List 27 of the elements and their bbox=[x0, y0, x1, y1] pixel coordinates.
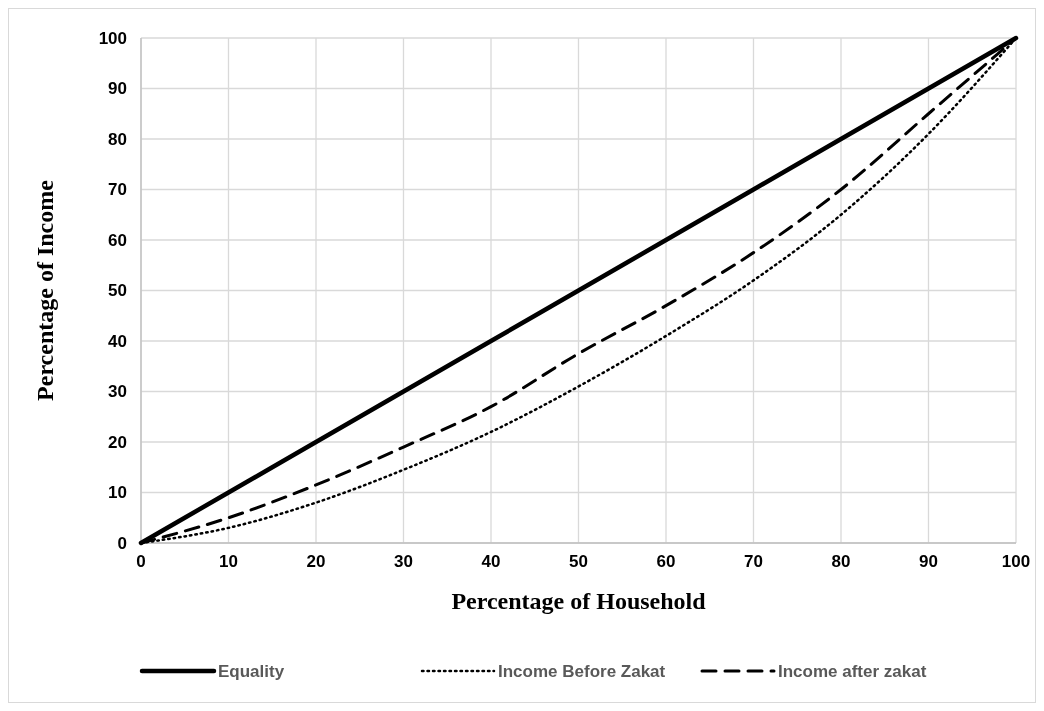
y-tick-label: 60 bbox=[108, 230, 127, 250]
legend-label: Income Before Zakat bbox=[498, 661, 666, 681]
x-tick-label: 10 bbox=[219, 552, 238, 571]
y-tick-label: 30 bbox=[108, 382, 127, 402]
x-tick-label: 60 bbox=[656, 552, 676, 571]
x-tick-label: 100 bbox=[1001, 552, 1031, 571]
x-tick-label: 30 bbox=[394, 552, 413, 571]
y-tick-label: 10 bbox=[108, 483, 127, 503]
y-axis-title: Percentage of Income bbox=[32, 179, 58, 401]
y-tick-label: 90 bbox=[108, 79, 127, 99]
y-tick-label: 20 bbox=[108, 432, 127, 452]
x-tick-label: 90 bbox=[919, 552, 938, 571]
y-tick-label: 0 bbox=[117, 533, 127, 553]
x-tick-label: 70 bbox=[744, 552, 763, 571]
legend-label: Equality bbox=[218, 661, 285, 681]
legend-label: Income after zakat bbox=[778, 661, 927, 681]
x-tick-label: 0 bbox=[136, 552, 146, 571]
y-tick-label: 40 bbox=[108, 331, 127, 351]
x-tick-label: 50 bbox=[569, 552, 588, 571]
y-tick-label: 50 bbox=[108, 281, 127, 301]
y-tick-label: 70 bbox=[108, 180, 127, 200]
x-tick-label: 80 bbox=[831, 552, 851, 571]
x-tick-label: 20 bbox=[306, 552, 326, 571]
y-tick-label: 100 bbox=[98, 28, 127, 48]
x-tick-label: 40 bbox=[481, 552, 501, 571]
x-axis-title: Percentage of Household bbox=[451, 588, 707, 614]
y-tick-label: 80 bbox=[108, 129, 127, 149]
